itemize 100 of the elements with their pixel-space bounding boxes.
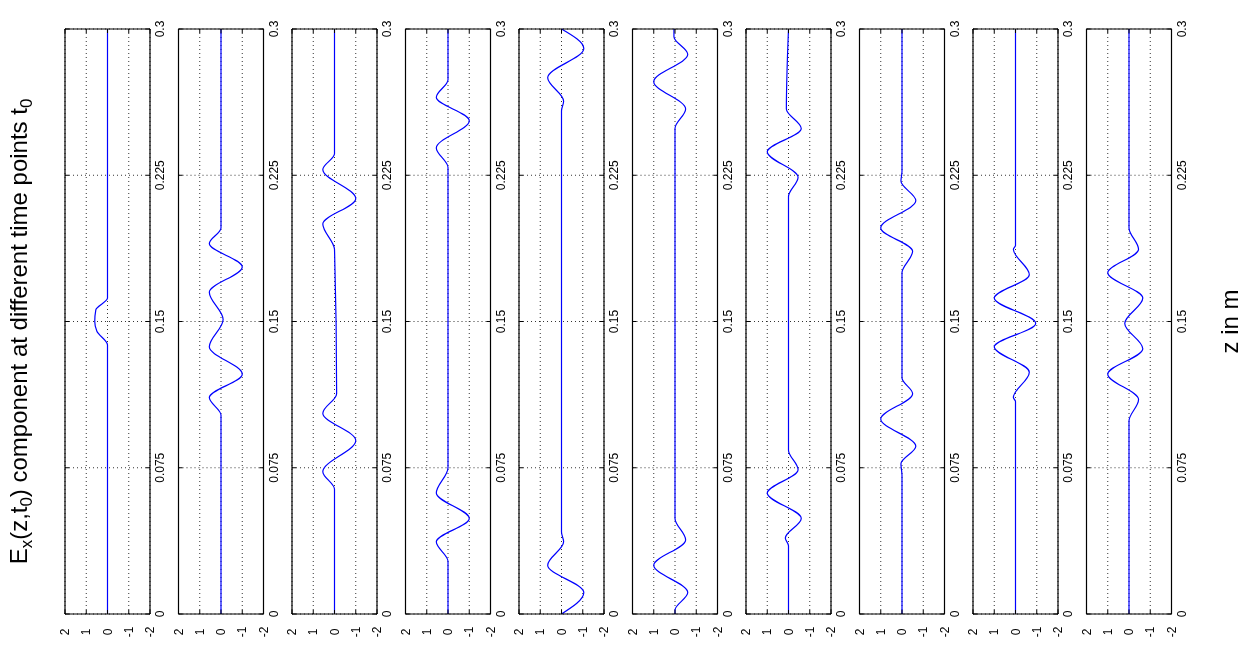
y-tick-label: 0.075: [153, 452, 167, 483]
y-axis-title: z in m: [1215, 289, 1241, 354]
y-tick-label: 0.3: [1061, 20, 1075, 38]
y-tick-label: 0.075: [493, 452, 508, 483]
x-tick-label: 1: [306, 628, 321, 636]
x-tick-label: 2: [1079, 628, 1094, 636]
y-tick-label: 0.3: [720, 20, 735, 38]
x-tick-label: -2: [256, 626, 271, 638]
y-tick-label: 0.225: [380, 159, 394, 191]
y-tick-label: 0.075: [1174, 452, 1189, 483]
y-tick-label: 0.15: [720, 309, 735, 334]
y-tick-label: 0: [1174, 610, 1189, 618]
y-tick-label: 0.3: [266, 20, 281, 38]
x-tick-label: -1: [802, 626, 817, 638]
y-tick-label: 0.3: [834, 20, 848, 38]
x-tick-label: -2: [937, 626, 952, 638]
y-tick-label: 0.3: [1174, 20, 1189, 38]
y-tick-label: 0.225: [947, 159, 962, 191]
y-tick-label: 0.3: [947, 20, 962, 38]
x-tick-label: 0: [214, 628, 228, 636]
x-tick-label: 1: [533, 628, 548, 636]
y-tick-label: 0.3: [153, 20, 167, 38]
x-tick-label: -2: [370, 626, 384, 638]
y-tick-label: 0: [720, 610, 735, 618]
x-tick-label: -2: [143, 626, 157, 638]
x-tick-label: -2: [824, 626, 838, 638]
x-tick-label: -1: [575, 626, 590, 638]
x-tick-label: -1: [348, 626, 363, 638]
x-tick-label: 0: [1008, 628, 1023, 636]
x-tick-label: 1: [646, 628, 661, 636]
x-tick-label: 2: [739, 628, 753, 636]
y-tick-label: 0.075: [607, 452, 621, 483]
y-tick-label: 0.075: [380, 452, 394, 483]
y-tick-label: 0: [493, 610, 508, 618]
y-tick-label: 0.225: [1174, 159, 1189, 191]
y-tick-label: 0.225: [834, 159, 848, 191]
y-tick-label: 0.15: [834, 309, 848, 334]
y-tick-label: 0: [947, 610, 962, 618]
y-tick-label: 0: [266, 610, 281, 618]
x-tick-label: 0: [781, 628, 796, 636]
x-tick-label: -1: [121, 626, 136, 638]
x-tick-label: -1: [235, 626, 250, 638]
y-tick-label: 0: [153, 610, 167, 618]
y-tick-label: 0: [380, 610, 394, 618]
y-tick-label: 0.15: [493, 309, 508, 334]
y-tick-label: 0.3: [607, 20, 621, 38]
y-tick-label: 0.225: [493, 159, 508, 191]
x-tick-label: -2: [483, 626, 498, 638]
y-tick-label: 0.075: [720, 452, 735, 483]
x-tick-label: 1: [987, 628, 1002, 636]
y-tick-label: 0: [1061, 610, 1075, 618]
x-tick-label: 0: [327, 628, 342, 636]
x-tick-label: 0: [441, 628, 455, 636]
x-tick-label: -1: [689, 626, 704, 638]
x-tick-label: -2: [710, 626, 725, 638]
x-tick-label: -1: [462, 626, 477, 638]
x-tick-label: 2: [625, 628, 640, 636]
y-tick-label: 0.15: [1174, 309, 1189, 334]
x-tick-label: 2: [285, 628, 299, 636]
x-tick-label: 1: [192, 628, 207, 636]
x-tick-label: 1: [1100, 628, 1115, 636]
y-tick-label: 0: [834, 610, 848, 618]
x-tick-label: 1: [79, 628, 94, 636]
y-tick-label: 0.075: [947, 452, 962, 483]
y-tick-label: 0.225: [607, 159, 621, 191]
y-tick-label: 0.075: [1061, 452, 1075, 483]
y-tick-label: 0.3: [380, 20, 394, 38]
x-tick-label: 1: [419, 628, 434, 636]
y-tick-label: 0.075: [266, 452, 281, 483]
y-tick-label: 0.225: [266, 159, 281, 191]
x-tick-label: 0: [1122, 628, 1136, 636]
y-tick-label: 0.15: [380, 309, 394, 334]
x-tick-label: -1: [1029, 626, 1044, 638]
x-tick-label: 1: [760, 628, 775, 636]
x-tick-label: 2: [852, 628, 867, 636]
x-tick-label: 0: [668, 628, 682, 636]
x-tick-label: 2: [398, 628, 413, 636]
x-tick-label: -2: [1164, 626, 1179, 638]
y-tick-label: 0.15: [607, 309, 621, 334]
x-tick-label: -2: [1051, 626, 1065, 638]
y-tick-label: 0: [607, 610, 621, 618]
y-tick-label: 0.15: [266, 309, 281, 334]
line-series: [547, 28, 585, 615]
y-tick-label: 0.15: [1061, 309, 1075, 334]
x-tick-label: 0: [100, 628, 115, 636]
y-tick-label: 0.15: [947, 309, 962, 334]
x-tick-label: 0: [895, 628, 909, 636]
x-tick-label: -1: [1143, 626, 1158, 638]
x-tick-label: -1: [916, 626, 931, 638]
x-tick-label: -2: [597, 626, 611, 638]
x-tick-label: 0: [554, 628, 569, 636]
x-tick-label: 2: [966, 628, 980, 636]
y-tick-label: 0.15: [153, 309, 167, 334]
y-tick-label: 0.225: [153, 159, 167, 191]
x-tick-label: 1: [873, 628, 888, 636]
y-tick-label: 0.225: [1061, 159, 1075, 191]
x-tick-label: 2: [171, 628, 186, 636]
y-tick-label: 0.225: [720, 159, 735, 191]
x-tick-label: 2: [512, 628, 526, 636]
y-tick-label: 0.075: [834, 452, 848, 483]
